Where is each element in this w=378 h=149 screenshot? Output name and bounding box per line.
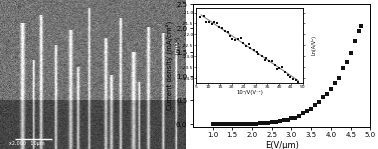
Point	[261, 122, 267, 124]
Text: x2,000   10μm: x2,000 10μm	[9, 141, 45, 146]
Point	[269, 121, 275, 123]
Point	[225, 123, 231, 125]
Point	[243, 123, 249, 125]
Point	[227, 123, 233, 125]
Y-axis label: Ln(A/V²): Ln(A/V²)	[311, 35, 316, 55]
Point	[237, 123, 243, 125]
Point	[308, 108, 314, 110]
Point	[340, 67, 346, 69]
Point	[300, 112, 306, 114]
Point	[324, 93, 330, 95]
Point	[241, 123, 247, 125]
X-axis label: E(V/μm): E(V/μm)	[265, 141, 299, 149]
Point	[344, 61, 350, 63]
Point	[233, 123, 239, 125]
Point	[296, 115, 302, 118]
Point	[239, 123, 245, 125]
Point	[320, 96, 326, 98]
Point	[265, 122, 271, 124]
Point	[293, 116, 299, 119]
Point	[257, 122, 263, 125]
Point	[277, 120, 283, 123]
Point	[328, 88, 334, 90]
Point	[316, 101, 322, 103]
Point	[229, 123, 235, 125]
Point	[348, 52, 354, 55]
Point	[245, 123, 251, 125]
Point	[280, 119, 287, 122]
Y-axis label: Current density (mA/cm²): Current density (mA/cm²)	[166, 21, 173, 110]
Point	[219, 123, 225, 125]
Point	[249, 122, 255, 125]
Point	[211, 123, 217, 125]
Point	[253, 122, 259, 125]
Point	[235, 123, 241, 125]
Point	[352, 40, 358, 42]
Point	[209, 123, 215, 125]
Point	[222, 123, 228, 125]
Point	[214, 123, 220, 125]
Point	[304, 110, 310, 112]
Point	[223, 123, 229, 125]
Point	[231, 123, 237, 125]
Point	[273, 121, 279, 123]
Point	[285, 119, 291, 121]
Point	[288, 117, 294, 120]
Point	[336, 77, 342, 79]
Point	[358, 25, 364, 27]
Point	[215, 123, 222, 125]
Point	[217, 123, 223, 125]
Point	[312, 104, 318, 107]
Point	[247, 123, 253, 125]
Point	[356, 30, 362, 32]
Point	[332, 81, 338, 84]
